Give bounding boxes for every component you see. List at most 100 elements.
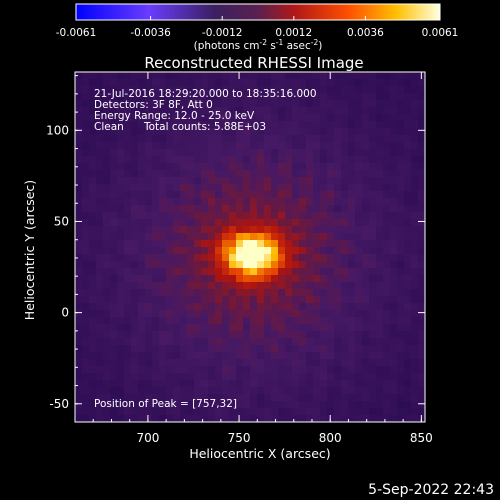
heatmap-cell — [145, 149, 153, 157]
heatmap-cell — [152, 184, 160, 192]
heatmap-cell — [320, 198, 328, 206]
heatmap-cell — [173, 142, 181, 150]
heatmap-cell — [82, 212, 90, 220]
heatmap-cell — [376, 254, 384, 262]
heatmap-cell — [194, 254, 202, 262]
heatmap-cell — [271, 247, 279, 255]
heatmap-cell — [89, 156, 97, 164]
heatmap-cell — [383, 233, 391, 241]
heatmap-cell — [278, 191, 286, 199]
heatmap-cell — [397, 163, 405, 171]
heatmap-cell — [285, 415, 293, 422]
heatmap-cell — [103, 394, 111, 402]
heatmap-cell — [152, 401, 160, 409]
heatmap-cell — [89, 352, 97, 360]
heatmap-cell — [96, 240, 104, 248]
heatmap-cell — [383, 331, 391, 339]
heatmap-cell — [110, 142, 118, 150]
heatmap-cell — [383, 205, 391, 213]
heatmap-cell — [166, 184, 174, 192]
heatmap-cell — [152, 394, 160, 402]
heatmap-cell — [348, 275, 356, 283]
heatmap-cell — [145, 394, 153, 402]
heatmap-cell — [152, 93, 160, 101]
heatmap-cell — [243, 121, 251, 129]
heatmap-cell — [124, 303, 132, 311]
heatmap-cell — [180, 352, 188, 360]
heatmap-cell — [194, 268, 202, 276]
heatmap-cell — [152, 128, 160, 136]
heatmap-cell — [131, 219, 139, 227]
heatmap-cell — [271, 408, 279, 416]
heatmap-cell — [173, 72, 181, 80]
heatmap-cell — [257, 198, 265, 206]
heatmap-cell — [96, 135, 104, 143]
heatmap-cell — [334, 289, 342, 297]
heatmap-cell — [96, 121, 104, 129]
heatmap-cell — [285, 345, 293, 353]
heatmap-cell — [96, 387, 104, 395]
heatmap-cell — [222, 289, 230, 297]
heatmap-cell — [341, 128, 349, 136]
heatmap-cell — [222, 338, 230, 346]
heatmap-cell — [355, 352, 363, 360]
heatmap-cell — [264, 79, 272, 87]
heatmap-cell — [201, 93, 209, 101]
heatmap-cell — [222, 233, 230, 241]
heatmap-cell — [131, 72, 139, 80]
heatmap-cell — [397, 149, 405, 157]
heatmap-cell — [362, 268, 370, 276]
colorbar-units: (photons cm-2 s-1 asec-2) — [194, 38, 323, 52]
heatmap-cell — [285, 296, 293, 304]
heatmap-cell — [369, 219, 377, 227]
heatmap-cell — [404, 121, 412, 129]
heatmap-cell — [334, 373, 342, 381]
heatmap-cell — [229, 205, 237, 213]
heatmap-cell — [411, 142, 419, 150]
heatmap-cell — [145, 205, 153, 213]
heatmap-cell — [159, 366, 167, 374]
heatmap-cell — [271, 226, 279, 234]
heatmap-cell — [334, 240, 342, 248]
heatmap-cell — [369, 184, 377, 192]
heatmap-cell — [334, 415, 342, 422]
heatmap-cell — [397, 247, 405, 255]
heatmap-cell — [180, 72, 188, 80]
heatmap-cell — [243, 135, 251, 143]
x-tick-label: 850 — [410, 431, 433, 445]
heatmap-cell — [271, 191, 279, 199]
heatmap-cell — [285, 226, 293, 234]
heatmap-cell — [334, 184, 342, 192]
heatmap-cell — [222, 324, 230, 332]
heatmap-cell — [103, 366, 111, 374]
heatmap-cell — [208, 415, 216, 422]
heatmap-cell — [187, 191, 195, 199]
heatmap-cell — [152, 219, 160, 227]
heatmap-cell — [173, 107, 181, 115]
heatmap-cell — [138, 240, 146, 248]
heatmap-cell — [222, 359, 230, 367]
heatmap-cell — [376, 219, 384, 227]
heatmap-cell — [82, 394, 90, 402]
heatmap-cell — [264, 282, 272, 290]
heatmap-cell — [159, 310, 167, 318]
heatmap-cell — [173, 282, 181, 290]
heatmap-cell — [222, 408, 230, 416]
heatmap-cell — [334, 156, 342, 164]
heatmap-cell — [285, 408, 293, 416]
heatmap-cell — [229, 373, 237, 381]
heatmap-cell — [124, 191, 132, 199]
heatmap-cell — [180, 107, 188, 115]
heatmap-cell — [201, 303, 209, 311]
heatmap-cell — [369, 226, 377, 234]
heatmap-cell — [180, 93, 188, 101]
heatmap-cell — [152, 191, 160, 199]
heatmap-cell — [222, 107, 230, 115]
heatmap-cell — [418, 317, 425, 325]
heatmap-cell — [194, 142, 202, 150]
heatmap-cell — [285, 310, 293, 318]
heatmap-cell — [215, 373, 223, 381]
heatmap-cell — [299, 345, 307, 353]
heatmap-cell — [243, 191, 251, 199]
heatmap-cell — [327, 170, 335, 178]
